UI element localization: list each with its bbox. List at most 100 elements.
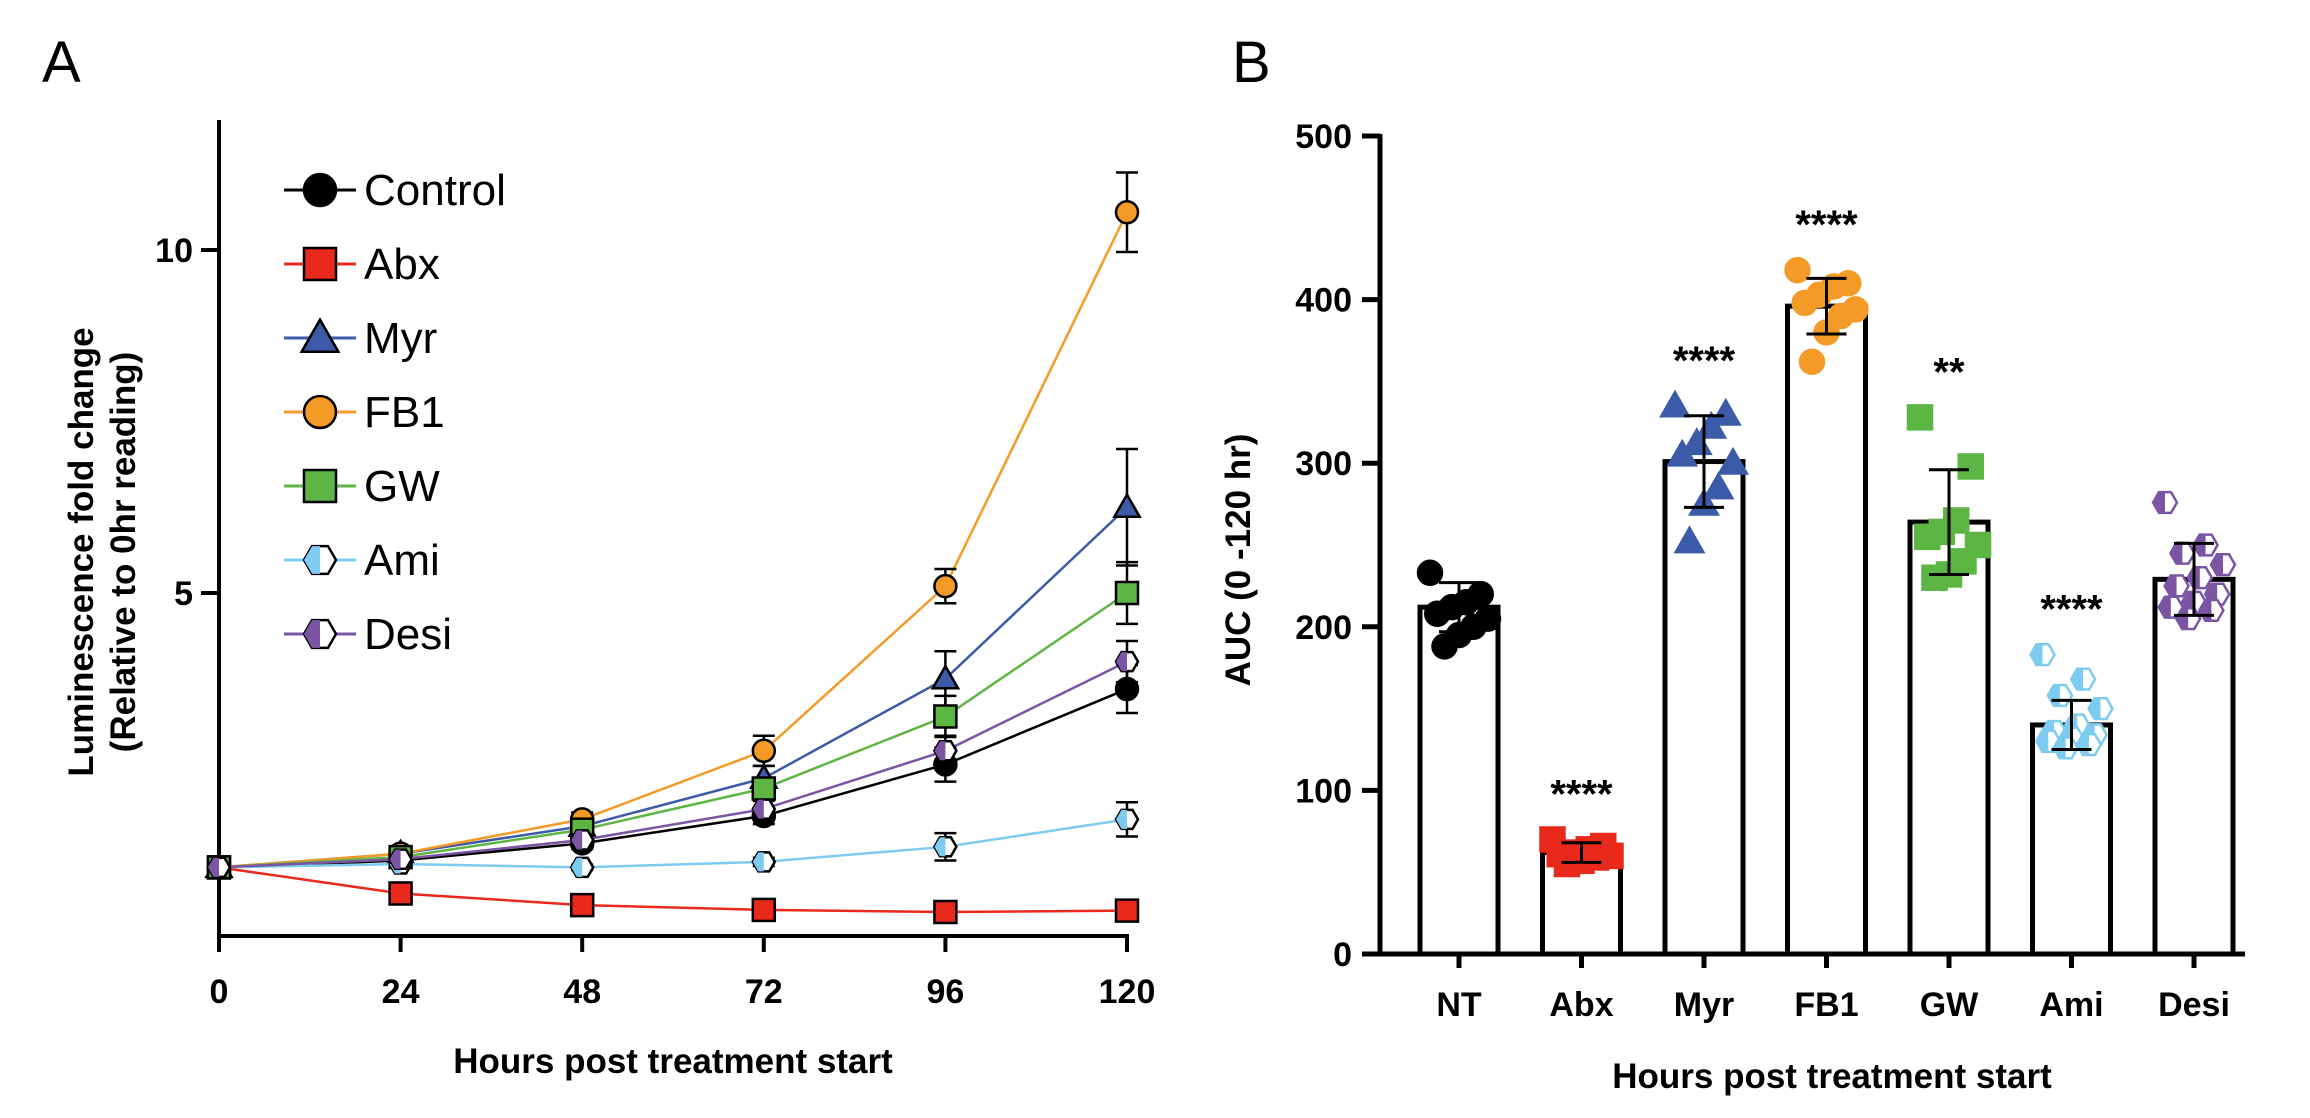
panel-b-x-tick-label: Abx (1549, 986, 1613, 1024)
bar-group-ami: Ami **** (2029, 588, 2114, 1024)
panel-a-x-tick-label: 24 (382, 973, 420, 1011)
series-ami-line (218, 818, 1128, 869)
legend-marker-fb1 (302, 394, 338, 430)
series-myr-point (930, 663, 961, 690)
bar-point-myr (1709, 397, 1742, 426)
series-gw-line (218, 591, 1128, 869)
bar-group-fb1: FB1 **** (1784, 203, 1869, 1024)
bar-group-desi: Desi (2151, 490, 2237, 1024)
bar-point-nt (1424, 600, 1451, 627)
bar-point-myr (1702, 471, 1735, 500)
panel-b-y-tick-label: 500 (1295, 118, 1352, 156)
series-gw-point (1114, 580, 1140, 606)
series-desi-point-half (752, 799, 764, 819)
panel-a-y-axis-title-line1: Luminescence fold change (62, 327, 101, 776)
legend-item-desi: Desi (284, 610, 452, 659)
legend-label-control: Control (364, 166, 506, 215)
series-abx-point (751, 897, 777, 923)
bar-point-ami-half (2036, 730, 2049, 752)
series-desi-point-half (1116, 652, 1127, 672)
legend-item-control: Control (284, 166, 506, 215)
series-gw-point (751, 776, 777, 801)
series-ami-point-half (752, 852, 764, 872)
series-ami-point-half (571, 857, 583, 877)
series-abx (206, 855, 1140, 925)
bar-point-gw (1906, 404, 1934, 431)
bar-group-abx: Abx **** (1539, 772, 1624, 1024)
panel-b-y-tick-label: 0 (1333, 936, 1352, 974)
bar-group-nt: NT (1416, 559, 1502, 1024)
bar-point-fb1 (1827, 302, 1855, 330)
legend-label-abx: Abx (364, 240, 440, 289)
bar-fb1 (1785, 303, 1868, 957)
series-control (206, 663, 1140, 880)
legend-label-ami: Ami (364, 536, 440, 585)
bar-point-desi-half (2176, 608, 2189, 629)
series-gw-point (933, 704, 958, 729)
legend-label-fb1: FB1 (364, 388, 445, 437)
panel-a-line-chart: 0 24 48 72 96 120 5 10 Control Abx Myr FB1 GW Ami Des… (62, 120, 1155, 1081)
series-fb1-point (1114, 200, 1140, 225)
bar-point-desi-half (2164, 575, 2177, 597)
significance-label-fb1: **** (1795, 203, 1858, 247)
bar-point-fb1 (1798, 348, 1826, 376)
bar-point-myr (1717, 446, 1749, 475)
panel-a-y-tick-label: 5 (174, 575, 193, 613)
panel-b-y-tick-label: 200 (1295, 609, 1352, 647)
panel-b-x-tick-label: GW (1920, 986, 1979, 1024)
bar-point-myr (1666, 438, 1699, 467)
bar-point-desi-half (2193, 534, 2206, 556)
legend-marker-myr (299, 317, 341, 354)
series-ami-point-half (1116, 809, 1127, 829)
legend-marker-control (302, 172, 338, 208)
legend-label-myr: Myr (364, 314, 437, 363)
panel-b-bars-layer: NT Abx **** Myr **** FB1 **** GW ** Ami **** Desi (1416, 203, 2237, 1024)
panel-a-y-axis-title: Luminescence fold change (Relative to 0h… (62, 327, 143, 776)
panel-b-x-tick-label: Myr (1674, 986, 1734, 1024)
panel-a-y-axis-title-line2: (Relative to 0hr reading) (104, 352, 143, 753)
bar-group-myr: Myr **** (1659, 339, 1749, 1024)
bar-point-myr (1673, 525, 1706, 554)
bar-point-fb1 (1784, 256, 1811, 284)
panel-b-y-tick-label: 300 (1295, 445, 1352, 483)
panel-b-x-tick-label: FB1 (1794, 986, 1858, 1024)
legend-item-gw: GW (284, 462, 440, 511)
panel-b-x-tick-label: NT (1436, 986, 1482, 1024)
series-ami (206, 800, 1140, 879)
bar-point-gw (1914, 523, 1941, 551)
legend-marker-abx (302, 246, 338, 282)
series-fb1-point (751, 738, 777, 764)
bar-desi (2152, 576, 2236, 957)
bar-point-desi-half (2211, 554, 2223, 575)
series-desi-point-half (208, 857, 219, 877)
legend-label-gw: GW (364, 462, 440, 511)
bar-point-gw (1921, 564, 1948, 591)
significance-label-myr: **** (1673, 339, 1736, 383)
series-desi-point-half (571, 830, 583, 850)
bar-point-gw (1957, 453, 1984, 480)
panel-a-x-tick-label: 0 (210, 973, 229, 1011)
bar-myr (1662, 459, 1746, 957)
series-abx-point (933, 899, 958, 925)
bar-point-ami-half (2053, 737, 2066, 759)
panel-b-y-axis-title: AUC (0 -120 hr) (1219, 434, 1258, 687)
panel-a-series-layer (204, 171, 1142, 925)
panel-b-x-tick-label: Ami (2039, 986, 2103, 1024)
legend-item-abx: Abx (284, 240, 440, 289)
bar-point-fb1 (1791, 289, 1818, 317)
bar-point-nt (1431, 633, 1458, 660)
series-desi-point-half (389, 849, 401, 869)
bar-point-ami-half (2088, 698, 2101, 719)
series-fb1-line (218, 211, 1129, 869)
panel-a-axes: 0 24 48 72 96 120 5 10 (155, 120, 1155, 1011)
series-abx-point (388, 881, 413, 906)
panel-b-x-tick-label: Desi (2158, 986, 2230, 1024)
panel-a-x-axis-title: Hours post treatment start (453, 1042, 893, 1081)
panel-a-x-tick-label: 72 (745, 973, 783, 1011)
series-fb1-point (933, 573, 958, 599)
bar-point-ami-half (2071, 668, 2084, 690)
bar-gw (1907, 519, 1991, 957)
bar-point-desi-half (2158, 596, 2171, 618)
series-abx-point (569, 892, 595, 918)
